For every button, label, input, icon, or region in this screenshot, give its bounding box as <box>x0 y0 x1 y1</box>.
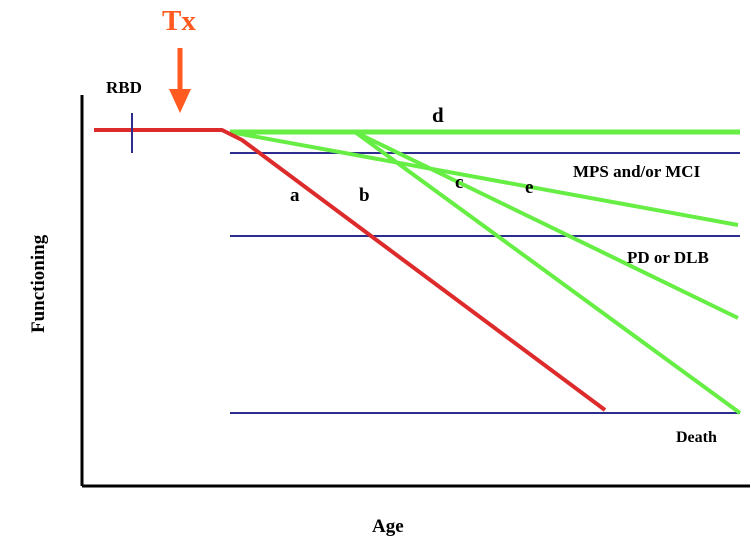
trajectory-label-e: e <box>525 177 533 198</box>
trajectory-b <box>229 130 739 227</box>
y-axis-label: Functioning <box>28 234 49 333</box>
trajectory-label-d: d <box>432 103 444 127</box>
trajectory-e <box>353 130 742 415</box>
threshold-label-mps-mci: MPS and/or MCI <box>573 162 701 181</box>
trajectory-label-c: c <box>455 172 463 193</box>
treatment-arrow-head <box>169 89 191 113</box>
trajectory-c <box>354 130 739 320</box>
trajectory-label-a: a <box>290 185 300 206</box>
rbd-label: RBD <box>106 78 142 97</box>
x-axis-label: Age <box>372 516 404 537</box>
trajectory-a <box>94 128 607 412</box>
threshold-label-death: Death <box>676 429 717 446</box>
trajectory-label-b: b <box>359 185 370 206</box>
treatment-label: Tx <box>162 5 196 37</box>
threshold-label-pd-dlb: PD or DLB <box>627 248 709 267</box>
